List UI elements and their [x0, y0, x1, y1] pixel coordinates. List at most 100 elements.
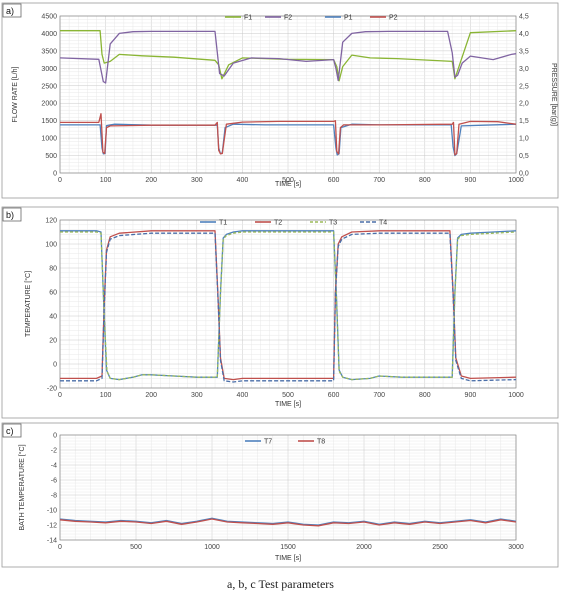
panel-b-x-tick-label: 100 — [100, 392, 112, 399]
panel-c-y-tick-label: -10 — [47, 508, 57, 515]
panel-c-y-tick-label: -6 — [51, 478, 57, 485]
panel-a-y2-tick-label: 1,5 — [519, 118, 529, 125]
panel-a-y2-tick-label: 2,5 — [519, 83, 529, 90]
panel-a-legend-p2-label: P2 — [389, 15, 398, 22]
panel-b-x-axis-label: TIME [s] — [275, 401, 301, 408]
panel-a-y2-tick-label: 0,0 — [519, 171, 529, 178]
panel-a-x-tick-label: 0 — [58, 177, 62, 184]
panel-b-frame — [1, 206, 559, 419]
panel-b-x-tick-label: 300 — [191, 392, 203, 399]
panel-c-x-tick-label: 1500 — [280, 544, 296, 551]
panel-b-x-tick-label: 500 — [282, 392, 294, 399]
panel-a-x-tick-label: 500 — [282, 177, 294, 184]
panel-a-x-tick-label: 900 — [465, 177, 477, 184]
panel-a-y-tick-label: 3000 — [41, 66, 57, 73]
panel-a-y-tick-label: 3500 — [41, 48, 57, 55]
panel-c-y-tick-label: 0 — [53, 433, 57, 440]
panel-c-label-box — [2, 423, 22, 438]
panel-b-legend-t2-label: T2 — [274, 220, 282, 227]
panel-c-legend-t7-label: T7 — [264, 439, 272, 446]
panel-c-label: c) — [6, 426, 14, 436]
panel-b-x-tick-label: 200 — [145, 392, 157, 399]
panel-b-x-tick-label: 0 — [58, 392, 62, 399]
panel-b-x-tick-label: 700 — [373, 392, 385, 399]
panel-a-y-tick-label: 2000 — [41, 101, 57, 108]
panel-c-x-tick-label: 2500 — [432, 544, 448, 551]
panel-a-y2-tick-label: 0,5 — [519, 153, 529, 160]
figure-caption: a, b, c Test parameters — [227, 577, 334, 591]
panel-b-legend-t3-label: T3 — [329, 220, 337, 227]
panel-a-y2-tick-label: 4,5 — [519, 14, 529, 21]
panel-c-legend-t8-label: T8 — [317, 439, 325, 446]
panel-a-x-tick-label: 600 — [328, 177, 340, 184]
panel-b-legend-t1-label: T1 — [219, 220, 227, 227]
panel-a-legend-f2-label: F2 — [284, 15, 292, 22]
panel-b-x-tick-label: 600 — [328, 392, 340, 399]
panel-a-y2-tick-label: 2,0 — [519, 101, 529, 108]
panel-b-series-t4-line — [60, 232, 517, 383]
panel-c-x-axis-label: TIME [s] — [275, 555, 301, 562]
panel-b-y-axis-label: TEMPERATURE [°C] — [24, 271, 32, 337]
panel-a-y2-tick-label: 4,0 — [519, 31, 529, 38]
panel-c-series-t7-line — [59, 517, 517, 526]
panel-b-y-tick-label: 20 — [49, 338, 57, 345]
panel-c-x-tick-label: 2000 — [356, 544, 372, 551]
panel-b-y-tick-label: 80 — [49, 266, 57, 273]
panel-a-x-tick-label: 400 — [237, 177, 249, 184]
panel-a-y-tick-label: 4500 — [41, 14, 57, 21]
panel-a-label: a) — [6, 6, 14, 16]
panel-c-y-tick-label: -12 — [47, 523, 57, 530]
panel-a-x-tick-label: 100 — [100, 177, 112, 184]
panel-c-x-tick-label: 500 — [130, 544, 142, 551]
panel-b-x-tick-label: 1000 — [508, 392, 524, 399]
panel-c-x-tick-label: 3000 — [508, 544, 524, 551]
panel-c-frame — [1, 422, 559, 568]
panel-a-y2-tick-label: 1,0 — [519, 136, 529, 143]
panel-a-x-axis-label: TIME [s] — [275, 181, 301, 188]
panel-a-y-axis-label: FLOW RATE [L/h] — [12, 67, 19, 123]
panel-b-x-tick-label: 400 — [237, 392, 249, 399]
panel-b-label-box — [2, 207, 22, 222]
panel-b-y-tick-label: 100 — [45, 242, 57, 249]
panel-a-legend-p1-label: P1 — [344, 15, 353, 22]
panel-c-x-tick-label: 1000 — [204, 544, 220, 551]
panel-c-x-tick-label: 0 — [58, 544, 62, 551]
panel-b-legend-t4-label: T4 — [379, 220, 387, 227]
panel-a-y2-axis-label: PRESSURE [bar(g)] — [550, 63, 557, 126]
panel-a-y-tick-label: 4000 — [41, 31, 57, 38]
panel-c-plot-area — [59, 434, 517, 541]
panel-c-y-tick-label: -8 — [51, 493, 57, 500]
panel-a-x-tick-label: 300 — [191, 177, 203, 184]
panel-a-plot-area — [59, 15, 517, 174]
panel-a-x-tick-label: 1000 — [508, 177, 524, 184]
panel-a-frame — [1, 2, 559, 199]
panel-c-y-axis-label: BATH TEMPERATURE [°C] — [18, 444, 26, 530]
panel-a-y-tick-label: 0 — [53, 171, 57, 178]
panel-b-x-tick-label: 800 — [419, 392, 431, 399]
panel-a-series-f2-line — [59, 30, 517, 84]
panel-a-y-tick-label: 500 — [45, 153, 57, 160]
panel-b-y-tick-label: 60 — [49, 290, 57, 297]
panel-a-x-tick-label: 700 — [373, 177, 385, 184]
panel-b-label: b) — [6, 210, 14, 220]
panel-b-x-tick-label: 900 — [465, 392, 477, 399]
panel-a-y-tick-label: 1000 — [41, 136, 57, 143]
panel-a-label-box — [2, 3, 22, 18]
panel-b-y-tick-label: 40 — [49, 314, 57, 321]
panel-c-y-tick-label: -4 — [51, 463, 57, 470]
panel-c-series-t8-line — [59, 518, 517, 527]
panel-a-series-p2-line — [60, 113, 517, 156]
panel-a-x-tick-label: 200 — [145, 177, 157, 184]
panel-b-y-tick-label: -20 — [47, 386, 57, 393]
panel-a-y-tick-label: 1500 — [41, 118, 57, 125]
panel-a-legend-f1-label: F1 — [244, 15, 252, 22]
panel-a-y-tick-label: 2500 — [41, 83, 57, 90]
panel-a-y2-tick-label: 3,5 — [519, 48, 529, 55]
panel-b-plot-area — [59, 219, 517, 389]
panel-a-y2-tick-label: 3,0 — [519, 66, 529, 73]
panel-a-x-tick-label: 800 — [419, 177, 431, 184]
panel-b-y-tick-label: 120 — [45, 218, 57, 225]
panel-c-y-tick-label: -14 — [47, 538, 57, 545]
panel-c-y-tick-label: -2 — [51, 448, 57, 455]
